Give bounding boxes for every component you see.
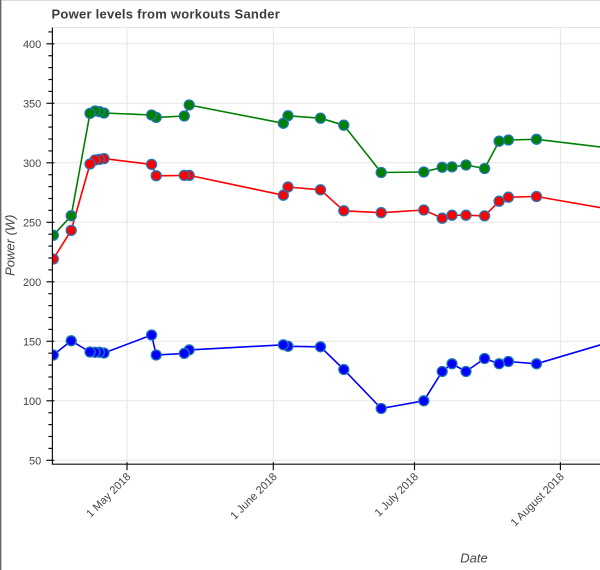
svg-text:Power (W): Power (W) bbox=[3, 215, 18, 276]
svg-text:100: 100 bbox=[23, 396, 41, 408]
svg-text:Power levels from workouts San: Power levels from workouts Sander bbox=[52, 7, 281, 22]
svg-text:50: 50 bbox=[29, 455, 41, 467]
svg-text:300: 300 bbox=[23, 158, 41, 170]
svg-text:400: 400 bbox=[23, 39, 41, 51]
svg-text:200: 200 bbox=[23, 277, 41, 289]
svg-text:Date: Date bbox=[460, 551, 487, 566]
svg-text:350: 350 bbox=[23, 98, 41, 110]
svg-text:250: 250 bbox=[23, 217, 41, 229]
svg-text:150: 150 bbox=[23, 336, 41, 348]
